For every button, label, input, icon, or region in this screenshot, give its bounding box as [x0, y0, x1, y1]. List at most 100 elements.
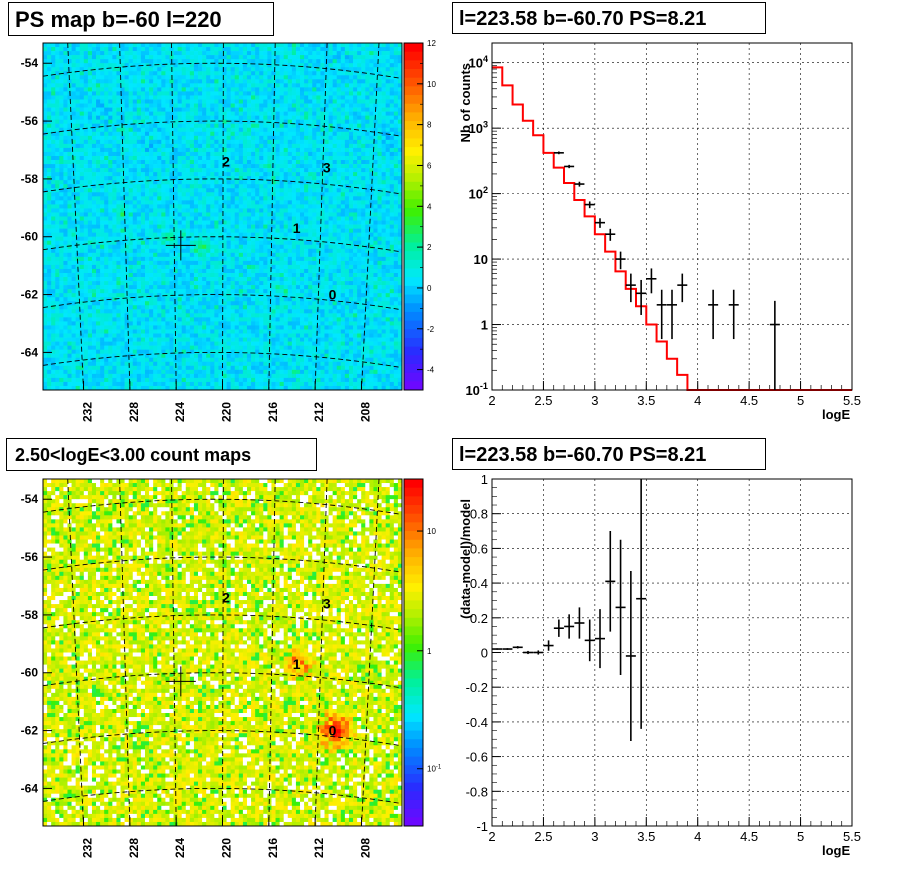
x-tick-label: 224 — [173, 402, 187, 422]
lon-line — [119, 42, 131, 391]
x-axis-label: logE — [822, 407, 850, 422]
y-tick-label: 1 — [481, 318, 488, 333]
y-tick-label: -54 — [21, 492, 39, 506]
y-tick-label: -56 — [21, 114, 39, 128]
panel3-title: 2.50<logE<3.00 count maps — [6, 438, 317, 471]
lon-line — [222, 478, 224, 827]
x-axis-label: logE — [822, 843, 850, 858]
colorbar-tick-label: 6 — [427, 161, 432, 170]
lon-line — [314, 42, 328, 391]
y-tick-label: -54 — [21, 56, 39, 70]
source-label: 1 — [293, 220, 301, 236]
colorbar-tick-label: 4 — [427, 202, 432, 211]
y-tick-label: -0.4 — [466, 715, 488, 730]
x-tick-label: 4.5 — [740, 829, 758, 844]
x-tick-label: 3 — [591, 393, 598, 408]
lon-line — [314, 478, 328, 827]
x-tick-label: 4 — [694, 829, 701, 844]
y-tick-label: 102 — [468, 185, 488, 202]
x-tick-label: 228 — [127, 838, 141, 858]
x-tick-label: 2.5 — [534, 829, 552, 844]
colorbar-tick-label: 1 — [427, 647, 432, 656]
colorbar-frame — [403, 478, 424, 827]
x-tick-label: 4 — [694, 393, 701, 408]
source-label: 3 — [323, 595, 331, 611]
y-tick-label: 10-1 — [465, 381, 488, 398]
y-tick-label: -64 — [21, 345, 39, 359]
y-tick-label: -0.6 — [466, 750, 488, 765]
y-tick-label: 104 — [468, 54, 488, 71]
map-gridlines-1 — [42, 42, 403, 391]
colorbar-3: 10 1 10-1 — [403, 478, 442, 827]
x-tick-label: 2 — [488, 393, 495, 408]
y-tick-label: 0.6 — [470, 541, 488, 556]
x-tick-label: 5 — [797, 393, 804, 408]
colorbar-tick-label: -4 — [427, 366, 435, 375]
y-tick-label: -60 — [21, 666, 39, 680]
panel4-title: l=223.58 b=-60.70 PS=8.21 — [452, 438, 766, 470]
lon-line — [67, 478, 84, 827]
source-label: 2 — [222, 590, 230, 606]
colorbar-tick-label: 8 — [427, 121, 432, 130]
map-panel-3: -54 -56 -58 -60 -62 -64 232 228 224 220 216 212 208 0… — [21, 478, 403, 858]
source-label: 0 — [329, 287, 337, 303]
x-tick-label: 4.5 — [740, 393, 758, 408]
colorbar-tick-label: 2 — [427, 243, 432, 252]
panel1-title: PS map b=-60 l=220 — [8, 2, 274, 36]
x-tick-label: 220 — [220, 402, 234, 422]
lat-line — [42, 787, 403, 805]
x-tick-label: 2 — [488, 829, 495, 844]
lon-line — [268, 478, 276, 827]
y-tick-label: -62 — [21, 724, 39, 738]
lat-line — [42, 351, 403, 369]
lat-line — [42, 120, 403, 137]
lat-line — [42, 614, 403, 631]
lon-line — [222, 42, 224, 391]
y-tick-label: 0.2 — [470, 611, 488, 626]
source-label: 3 — [323, 159, 331, 175]
x-tick-label: 2.5 — [534, 393, 552, 408]
lon-line — [268, 42, 276, 391]
x-tick-label: 228 — [127, 402, 141, 422]
y-tick-label: 0.4 — [470, 576, 488, 591]
colorbar-tick-label: 12 — [427, 39, 436, 48]
y-tick-label: -60 — [21, 230, 39, 244]
x-tick-label: 3.5 — [637, 829, 655, 844]
colorbar-tick-label: -2 — [427, 325, 435, 334]
lon-line — [361, 478, 380, 827]
x-tick-label: 216 — [266, 402, 280, 422]
map-panel-1: -54 -56 -58 -60 -62 -64 232 228 224 220 216 212 208 0… — [21, 42, 403, 422]
x-tick-label: 232 — [81, 838, 95, 858]
x-tick-label: 224 — [173, 838, 187, 858]
lat-line — [42, 178, 403, 195]
model-histogram — [492, 66, 852, 391]
lon-line — [171, 42, 177, 391]
y-tick-label: -0.8 — [466, 784, 488, 799]
lat-line — [42, 556, 403, 573]
y-tick-label: -62 — [21, 288, 39, 302]
residual-frame — [491, 478, 853, 827]
lon-line — [67, 42, 84, 391]
map-cells-1 — [43, 43, 403, 391]
y-tick-label: 10 — [474, 252, 488, 267]
spectrum-frame — [491, 42, 853, 391]
colorbar-frame — [403, 42, 424, 391]
x-tick-label: 5.5 — [843, 829, 861, 844]
x-tick-label: 3.5 — [637, 393, 655, 408]
colorbar-tick-label: 10 — [427, 527, 436, 536]
y-axis-label: Nb of counts — [458, 63, 473, 142]
x-tick-label: 216 — [266, 838, 280, 858]
source-label: 1 — [293, 656, 301, 672]
y-tick-label: -64 — [21, 781, 39, 795]
x-tick-label: 232 — [81, 402, 95, 422]
lat-line — [42, 498, 403, 515]
x-tick-label: 3 — [591, 829, 598, 844]
x-tick-label: 208 — [358, 838, 372, 858]
map-cells-3 — [43, 479, 403, 827]
y-tick-label: -0.2 — [466, 680, 488, 695]
lat-line — [42, 62, 403, 79]
y-tick-label: -1 — [476, 819, 488, 834]
x-tick-label: 5 — [797, 829, 804, 844]
